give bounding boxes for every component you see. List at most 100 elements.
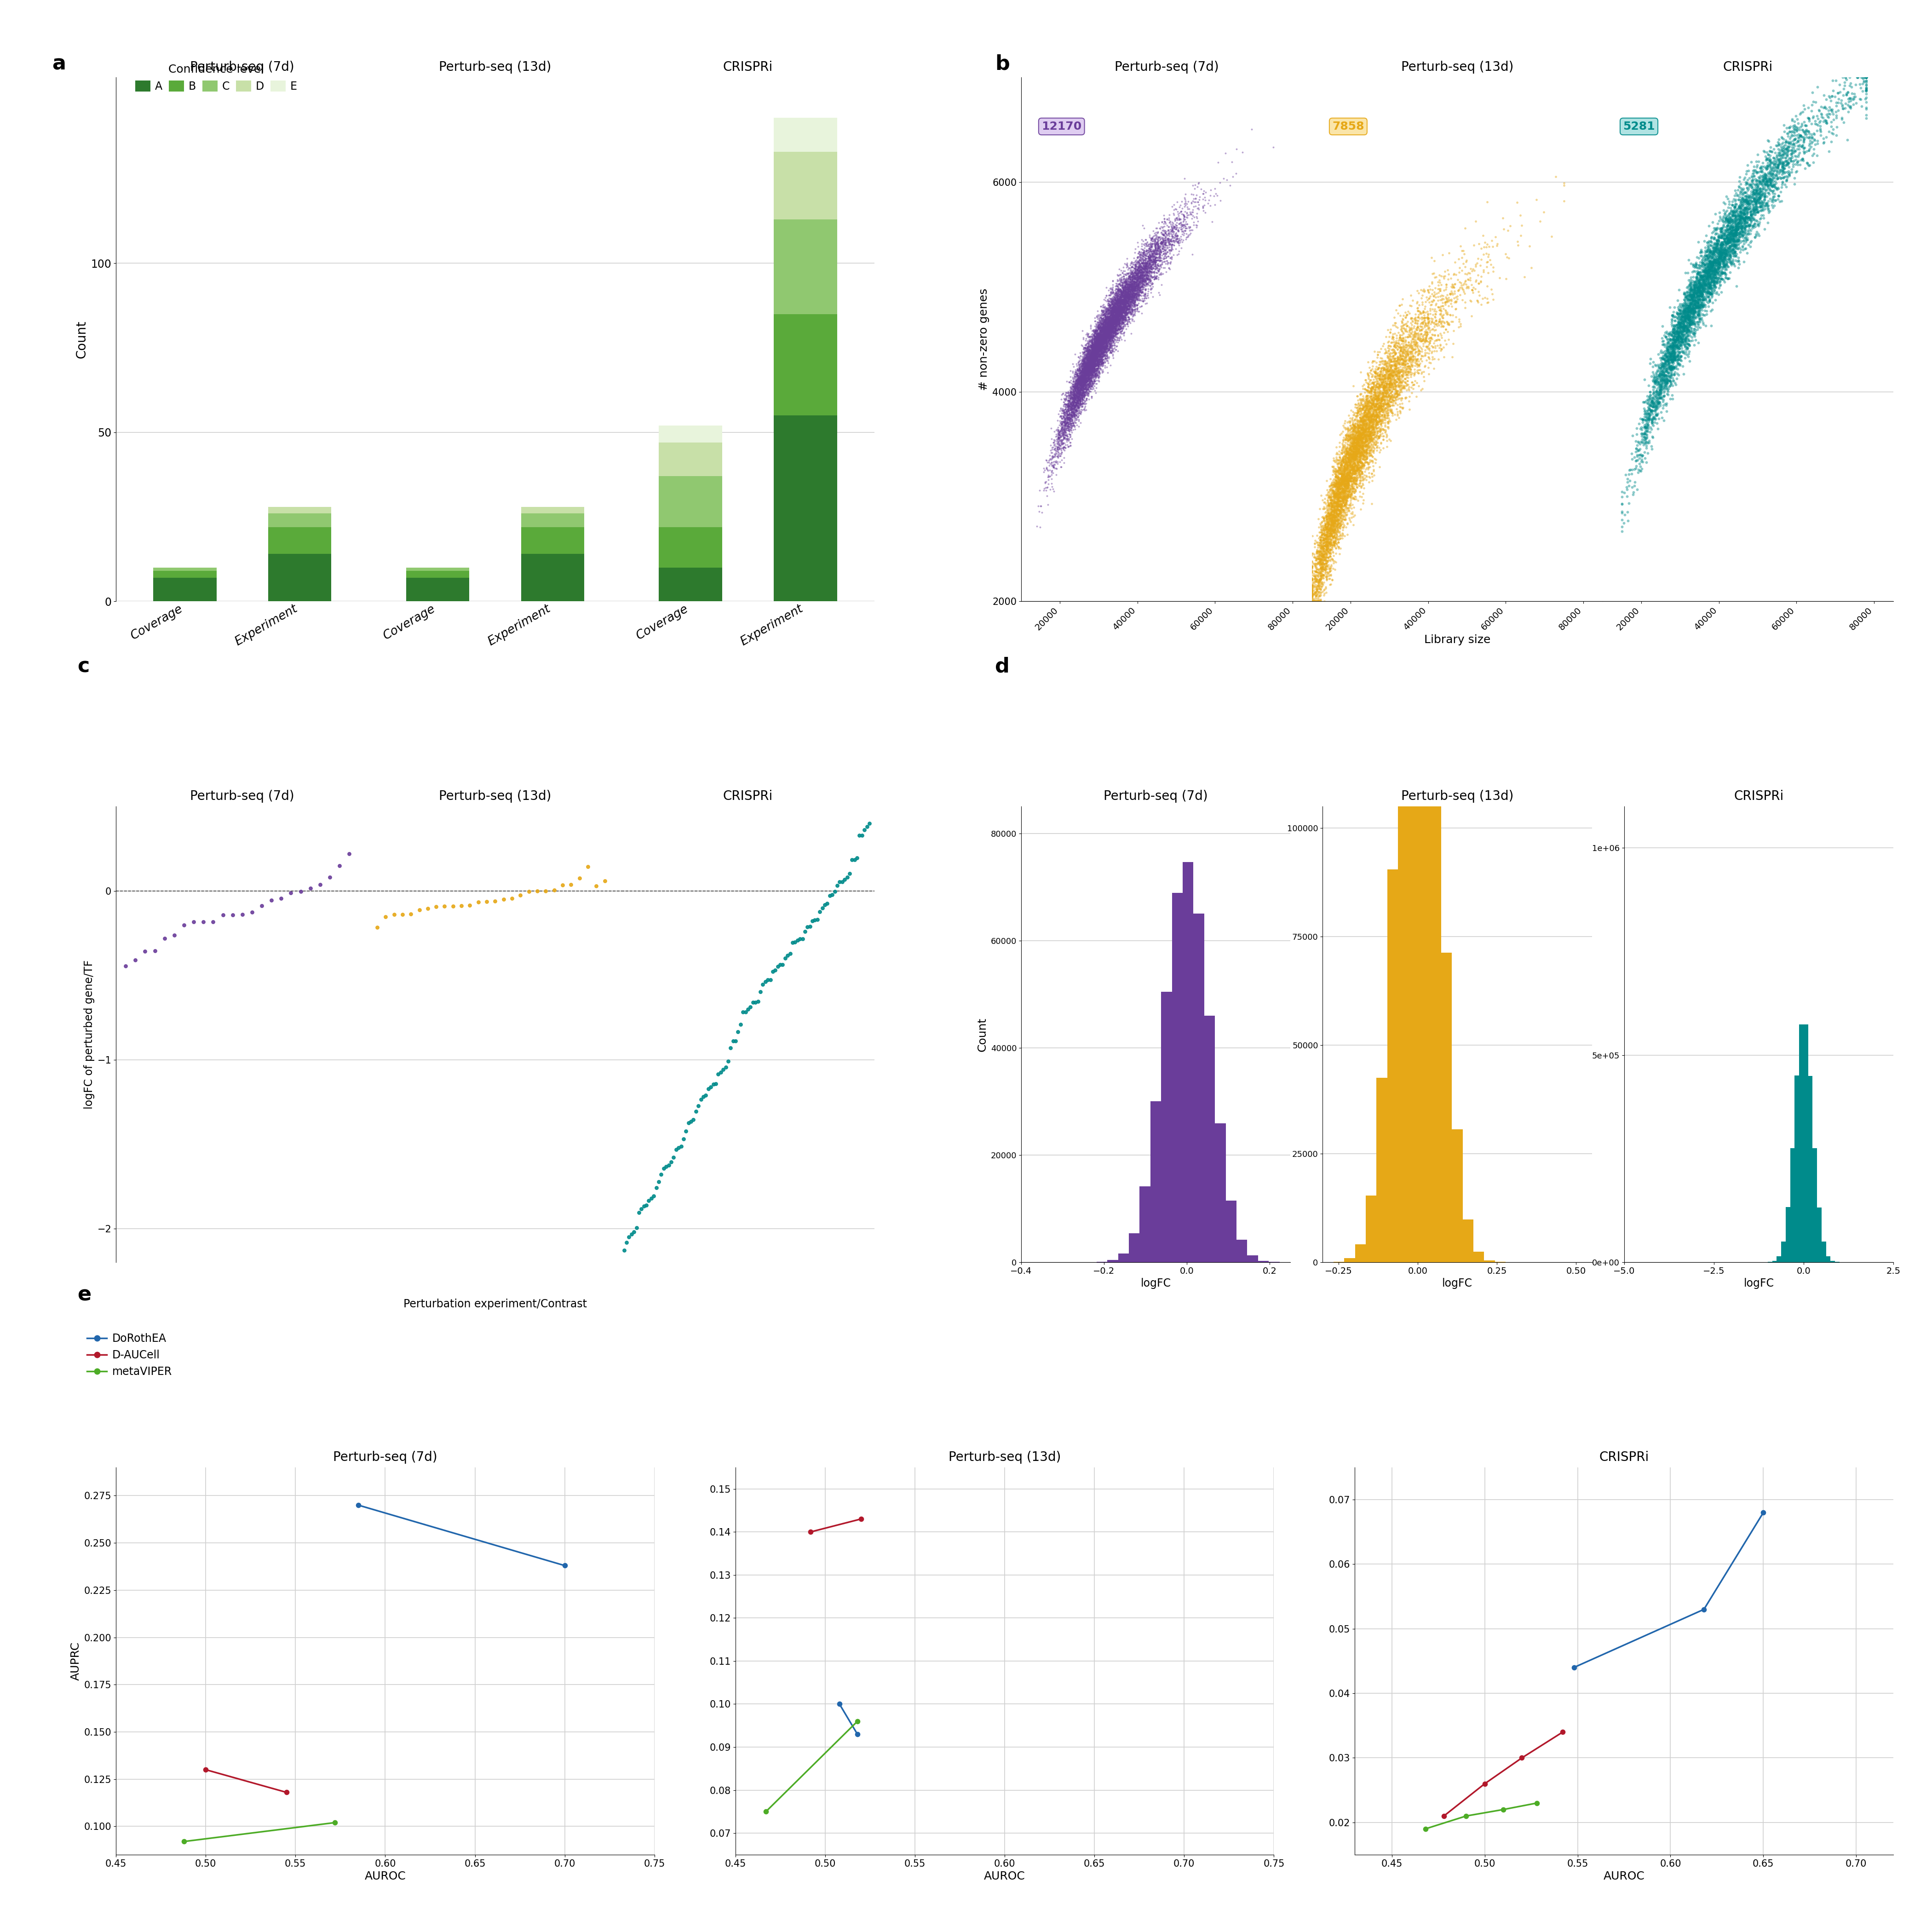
Point: [1094, 305, 1124, 336]
Point: [1065, 352, 1095, 383]
Point: [1667, 323, 1698, 354]
Point: [1107, 296, 1138, 327]
Point: [1068, 338, 1099, 369]
Point: [1063, 381, 1094, 412]
Point: [1349, 431, 1379, 462]
Point: [1095, 309, 1126, 340]
Point: [1325, 439, 1356, 469]
Point: [1723, 218, 1754, 249]
Point: [1370, 359, 1401, 390]
Point: [1036, 423, 1066, 454]
Point: [1354, 392, 1385, 423]
Point: [1086, 309, 1117, 340]
Point: [1358, 404, 1389, 435]
Point: [1051, 412, 1082, 442]
Point: [1339, 412, 1370, 442]
Point: [1325, 456, 1356, 487]
Point: [1092, 301, 1122, 332]
Bar: [1119, 1254, 1128, 1262]
Point: [1350, 444, 1381, 475]
Point: [1122, 265, 1153, 296]
Point: [1665, 296, 1696, 327]
Point: [1080, 355, 1111, 386]
Point: [1741, 187, 1772, 218]
Point: [1105, 298, 1136, 328]
Bar: [1194, 914, 1204, 1262]
Point: [1095, 315, 1126, 346]
Point: [1084, 319, 1115, 350]
Point: [1068, 367, 1099, 398]
Point: [1731, 193, 1762, 224]
Point: [1667, 325, 1698, 355]
Point: [1335, 466, 1366, 497]
Point: [1109, 325, 1140, 355]
Point: [1731, 201, 1762, 232]
Point: [1754, 176, 1785, 207]
Point: [1099, 301, 1130, 332]
Point: [1634, 427, 1665, 458]
Point: [1095, 305, 1126, 336]
Point: [1078, 344, 1109, 375]
Point: [1719, 232, 1750, 263]
Point: [1080, 340, 1111, 371]
Point: [1122, 270, 1153, 301]
Point: [1671, 311, 1702, 342]
Point: [1092, 286, 1122, 317]
Point: [1349, 398, 1379, 429]
Point: [1327, 437, 1358, 468]
Point: [1080, 330, 1111, 361]
Point: [1393, 321, 1424, 352]
Point: [1335, 425, 1366, 456]
Point: [1354, 408, 1385, 439]
Point: [1061, 375, 1092, 406]
Point: [1681, 270, 1712, 301]
Point: [1327, 466, 1358, 497]
Point: [1111, 280, 1142, 311]
Point: [1086, 323, 1117, 354]
Point: [1356, 392, 1387, 423]
Point: [1130, 228, 1161, 259]
Point: [1057, 390, 1088, 421]
Point: [1119, 280, 1150, 311]
Point: [1068, 371, 1099, 402]
Point: [1115, 286, 1146, 317]
Point: [1049, 415, 1080, 446]
Point: [1142, 232, 1173, 263]
Point: [1157, 224, 1188, 255]
Point: [1350, 413, 1381, 444]
Point: [1111, 267, 1142, 298]
Point: [1312, 504, 1343, 535]
Point: [1072, 330, 1103, 361]
Point: [1704, 269, 1735, 299]
Point: [1321, 475, 1352, 506]
Point: [1080, 352, 1111, 383]
Point: [1122, 269, 1153, 299]
Point: [1063, 379, 1094, 410]
Point: [1712, 247, 1743, 278]
Point: [1376, 373, 1406, 404]
Point: [504, 879, 535, 910]
Point: [1325, 462, 1356, 493]
Point: [1347, 427, 1378, 458]
Point: [1107, 270, 1138, 301]
Point: [1049, 408, 1080, 439]
Point: [1706, 226, 1737, 257]
Point: [1347, 448, 1378, 479]
Point: [1327, 456, 1358, 487]
Point: [1099, 298, 1130, 328]
Point: [1055, 412, 1086, 442]
Point: [1372, 379, 1403, 410]
Point: [1059, 390, 1090, 421]
Point: [1074, 346, 1105, 377]
Point: [1335, 458, 1366, 489]
Point: [1343, 433, 1374, 464]
Point: [1625, 404, 1656, 435]
Point: [1374, 375, 1405, 406]
Point: [1090, 328, 1121, 359]
Point: [1383, 367, 1414, 398]
Point: [1387, 346, 1418, 377]
Point: [1426, 296, 1457, 327]
Point: [1113, 269, 1144, 299]
Point: [1130, 243, 1161, 274]
Point: [1088, 315, 1119, 346]
